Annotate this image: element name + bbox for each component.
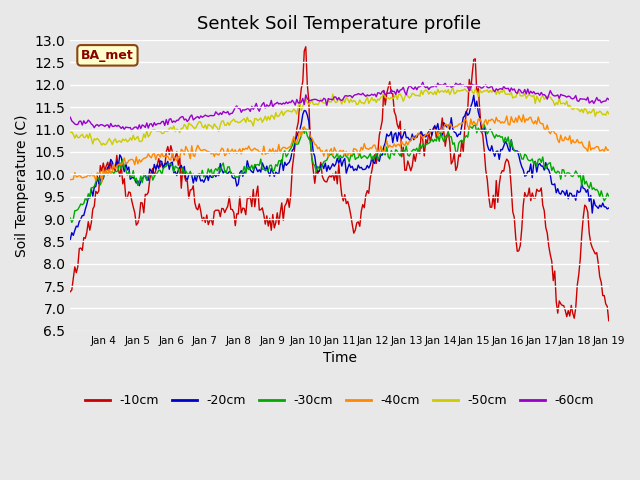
-50cm — [228, 118, 236, 123]
-20cm — [302, 108, 310, 114]
-20cm — [470, 92, 477, 98]
-40cm — [605, 147, 612, 153]
-30cm — [134, 182, 141, 188]
-50cm — [605, 111, 612, 117]
-30cm — [246, 165, 254, 171]
-60cm — [419, 79, 427, 85]
-30cm — [67, 215, 74, 221]
-10cm — [577, 256, 584, 262]
-30cm — [303, 133, 311, 139]
-60cm — [246, 108, 254, 114]
-40cm — [246, 146, 254, 152]
-20cm — [254, 169, 262, 175]
-10cm — [132, 222, 140, 228]
-50cm — [578, 106, 586, 112]
-40cm — [228, 146, 236, 152]
Line: -20cm: -20cm — [70, 95, 609, 240]
-10cm — [605, 318, 612, 324]
-60cm — [67, 114, 74, 120]
-60cm — [134, 126, 141, 132]
-50cm — [98, 142, 106, 148]
-20cm — [245, 164, 253, 169]
-40cm — [134, 161, 141, 167]
-20cm — [577, 189, 584, 194]
-10cm — [245, 196, 253, 202]
-60cm — [228, 110, 236, 116]
-30cm — [578, 183, 586, 189]
-50cm — [134, 133, 141, 139]
-60cm — [605, 96, 612, 102]
-40cm — [255, 149, 263, 155]
-20cm — [605, 205, 612, 211]
-40cm — [98, 180, 106, 185]
Title: Sentek Soil Temperature profile: Sentek Soil Temperature profile — [198, 15, 481, 33]
-10cm — [303, 81, 311, 87]
Line: -10cm: -10cm — [70, 47, 609, 321]
Text: BA_met: BA_met — [81, 49, 134, 62]
Line: -30cm: -30cm — [70, 125, 609, 222]
-60cm — [255, 108, 263, 114]
-10cm — [67, 289, 74, 295]
-30cm — [605, 193, 612, 199]
-50cm — [303, 100, 311, 106]
Y-axis label: Soil Temperature (C): Soil Temperature (C) — [15, 114, 29, 257]
Line: -60cm: -60cm — [70, 82, 609, 131]
-20cm — [132, 180, 140, 186]
-30cm — [68, 219, 76, 225]
-60cm — [128, 128, 136, 133]
-40cm — [303, 127, 311, 133]
-60cm — [578, 96, 586, 102]
-50cm — [255, 117, 263, 122]
-50cm — [246, 118, 254, 123]
-20cm — [67, 237, 74, 242]
X-axis label: Time: Time — [323, 351, 356, 365]
-50cm — [449, 84, 456, 90]
-30cm — [228, 171, 236, 177]
Line: -50cm: -50cm — [70, 87, 609, 145]
-50cm — [67, 130, 74, 135]
Legend: -10cm, -20cm, -30cm, -40cm, -50cm, -60cm: -10cm, -20cm, -30cm, -40cm, -50cm, -60cm — [80, 389, 599, 412]
-40cm — [578, 139, 586, 145]
-20cm — [227, 169, 235, 175]
Line: -40cm: -40cm — [70, 115, 609, 182]
-40cm — [67, 177, 74, 182]
-10cm — [302, 44, 310, 49]
-10cm — [254, 183, 262, 189]
-40cm — [520, 112, 527, 118]
-10cm — [227, 206, 235, 212]
-60cm — [303, 96, 311, 101]
-30cm — [481, 122, 488, 128]
-30cm — [255, 163, 263, 168]
